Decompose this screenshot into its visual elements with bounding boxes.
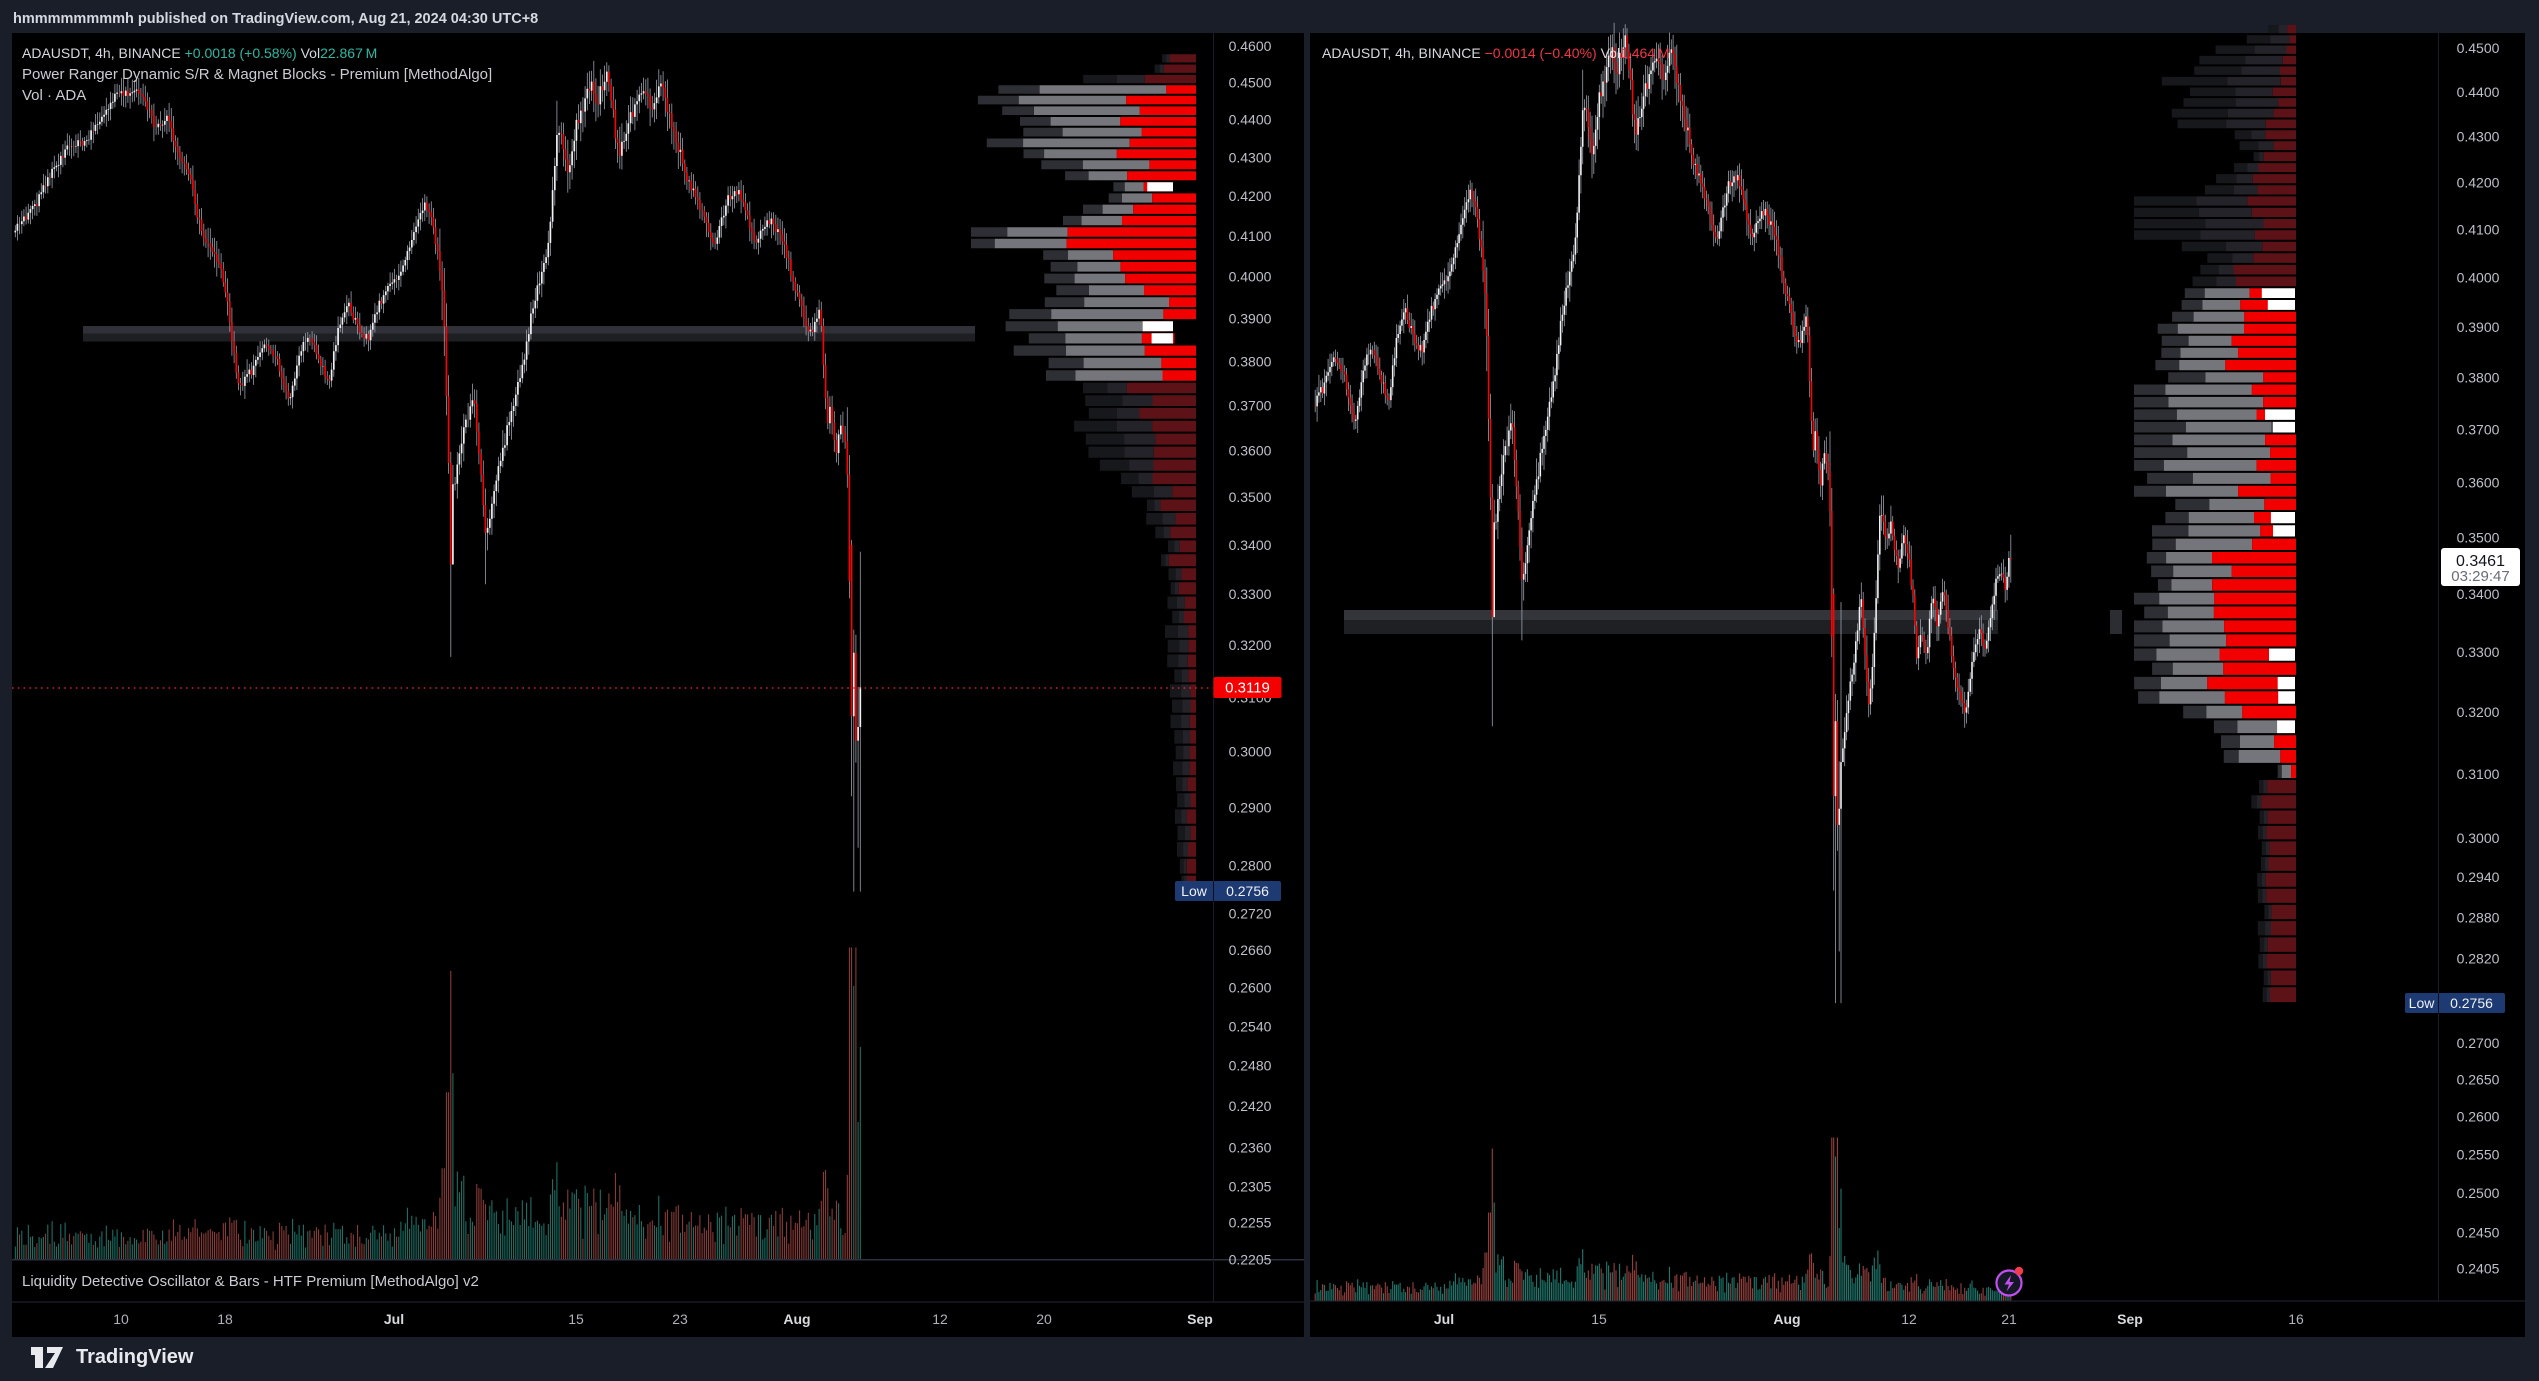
svg-text:Liquidity Detective Oscillator: Liquidity Detective Oscillator & Bars - …	[22, 1273, 479, 1290]
svg-text:15: 15	[1591, 1311, 1607, 1327]
svg-text:15: 15	[568, 1311, 584, 1327]
svg-text:0.4000: 0.4000	[2457, 269, 2500, 285]
svg-text:0.3500: 0.3500	[2457, 530, 2500, 546]
svg-text:Jul: Jul	[384, 1311, 404, 1327]
svg-text:0.3400: 0.3400	[2457, 586, 2500, 602]
svg-text:Low: Low	[1181, 883, 1208, 899]
svg-text:0.4500: 0.4500	[2457, 40, 2500, 56]
svg-text:0.2600: 0.2600	[2457, 1109, 2500, 1125]
svg-text:0.3200: 0.3200	[2457, 704, 2500, 720]
svg-text:0.4200: 0.4200	[2457, 174, 2500, 190]
svg-text:0.2480: 0.2480	[1229, 1058, 1272, 1074]
svg-text:0.4300: 0.4300	[1229, 149, 1272, 165]
svg-text:10: 10	[113, 1311, 129, 1327]
svg-text:21: 21	[2001, 1311, 2017, 1327]
svg-text:0.4400: 0.4400	[2457, 84, 2500, 100]
svg-text:0.3600: 0.3600	[2457, 475, 2500, 491]
svg-text:0.2820: 0.2820	[2457, 950, 2500, 966]
svg-text:12: 12	[932, 1311, 948, 1327]
svg-text:0.4600: 0.4600	[1229, 38, 1272, 54]
svg-text:0.2880: 0.2880	[2457, 909, 2500, 925]
svg-text:0.2205: 0.2205	[1229, 1252, 1272, 1268]
svg-text:Power Ranger Dynamic S/R & Mag: Power Ranger Dynamic S/R & Magnet Blocks…	[22, 66, 492, 83]
svg-text:0.3500: 0.3500	[1229, 489, 1272, 505]
svg-text:0.3800: 0.3800	[1229, 353, 1272, 369]
svg-text:20: 20	[1036, 1311, 1052, 1327]
svg-text:Low: Low	[2409, 995, 2436, 1011]
svg-text:23: 23	[672, 1311, 688, 1327]
svg-text:0.3700: 0.3700	[1229, 397, 1272, 413]
svg-text:0.3800: 0.3800	[2457, 369, 2500, 385]
svg-text:0.3900: 0.3900	[1229, 311, 1272, 327]
svg-text:0.2650: 0.2650	[2457, 1072, 2500, 1088]
svg-text:0.2550: 0.2550	[2457, 1146, 2500, 1162]
svg-text:0.3100: 0.3100	[2457, 766, 2500, 782]
svg-text:0.2500: 0.2500	[2457, 1185, 2500, 1201]
svg-text:0.3300: 0.3300	[1229, 586, 1272, 602]
svg-text:0.4400: 0.4400	[1229, 111, 1272, 127]
svg-text:0.2600: 0.2600	[1229, 980, 1272, 996]
svg-text:hmmmmmmmmh published on Tradin: hmmmmmmmmh published on TradingView.com,…	[13, 11, 538, 27]
svg-text:0.2700: 0.2700	[2457, 1035, 2500, 1051]
svg-text:18: 18	[217, 1311, 233, 1327]
svg-text:12: 12	[1901, 1311, 1917, 1327]
svg-text:0.2720: 0.2720	[1229, 905, 1272, 921]
svg-text:0.2660: 0.2660	[1229, 942, 1272, 958]
svg-text:Sep: Sep	[1187, 1311, 1213, 1327]
svg-text:0.4200: 0.4200	[1229, 188, 1272, 204]
svg-text:Sep: Sep	[2117, 1311, 2143, 1327]
svg-text:0.3000: 0.3000	[1229, 744, 1272, 760]
svg-text:Aug: Aug	[783, 1311, 810, 1327]
svg-text:0.4100: 0.4100	[2457, 221, 2500, 237]
svg-text:Aug: Aug	[1773, 1311, 1800, 1327]
svg-text:0.2360: 0.2360	[1229, 1140, 1272, 1156]
svg-text:0.4500: 0.4500	[1229, 74, 1272, 90]
svg-text:0.3700: 0.3700	[2457, 421, 2500, 437]
svg-text:0.3000: 0.3000	[2457, 830, 2500, 846]
svg-text:Vol · ADA: Vol · ADA	[22, 87, 86, 104]
svg-text:ADAUSDT, 4h, BINANCE −0.0014 (: ADAUSDT, 4h, BINANCE −0.0014 (−0.40%) Vo…	[1322, 45, 1670, 61]
svg-text:0.3600: 0.3600	[1229, 443, 1272, 459]
svg-text:0.2540: 0.2540	[1229, 1018, 1272, 1034]
svg-text:16: 16	[2288, 1311, 2304, 1327]
svg-text:0.4300: 0.4300	[2457, 129, 2500, 145]
svg-text:0.3119: 0.3119	[1225, 680, 1270, 697]
svg-text:0.2405: 0.2405	[2457, 1261, 2500, 1277]
svg-text:0.2940: 0.2940	[2457, 869, 2500, 885]
svg-text:0.2420: 0.2420	[1229, 1098, 1272, 1114]
svg-text:0.2255: 0.2255	[1229, 1215, 1272, 1231]
svg-text:0.3200: 0.3200	[1229, 637, 1272, 653]
svg-text:0.2756: 0.2756	[2450, 995, 2493, 1011]
svg-text:0.3900: 0.3900	[2457, 319, 2500, 335]
svg-text:0.3461: 0.3461	[2456, 553, 2505, 570]
svg-text:0.2800: 0.2800	[1229, 857, 1272, 873]
svg-text:0.2756: 0.2756	[1226, 883, 1269, 899]
svg-text:03:29:47: 03:29:47	[2451, 568, 2509, 585]
svg-text:0.2305: 0.2305	[1229, 1179, 1272, 1195]
svg-text:0.3400: 0.3400	[1229, 537, 1272, 553]
svg-text:TradingView: TradingView	[76, 1346, 194, 1368]
svg-text:Jul: Jul	[1434, 1311, 1454, 1327]
svg-text:0.2900: 0.2900	[1229, 800, 1272, 816]
svg-text:0.4100: 0.4100	[1229, 228, 1272, 244]
svg-text:0.2450: 0.2450	[2457, 1224, 2500, 1240]
svg-text:0.3300: 0.3300	[2457, 644, 2500, 660]
svg-text:0.4000: 0.4000	[1229, 269, 1272, 285]
svg-text:ADAUSDT, 4h, BINANCE +0.0018 (: ADAUSDT, 4h, BINANCE +0.0018 (+0.58%) Vo…	[22, 45, 377, 61]
